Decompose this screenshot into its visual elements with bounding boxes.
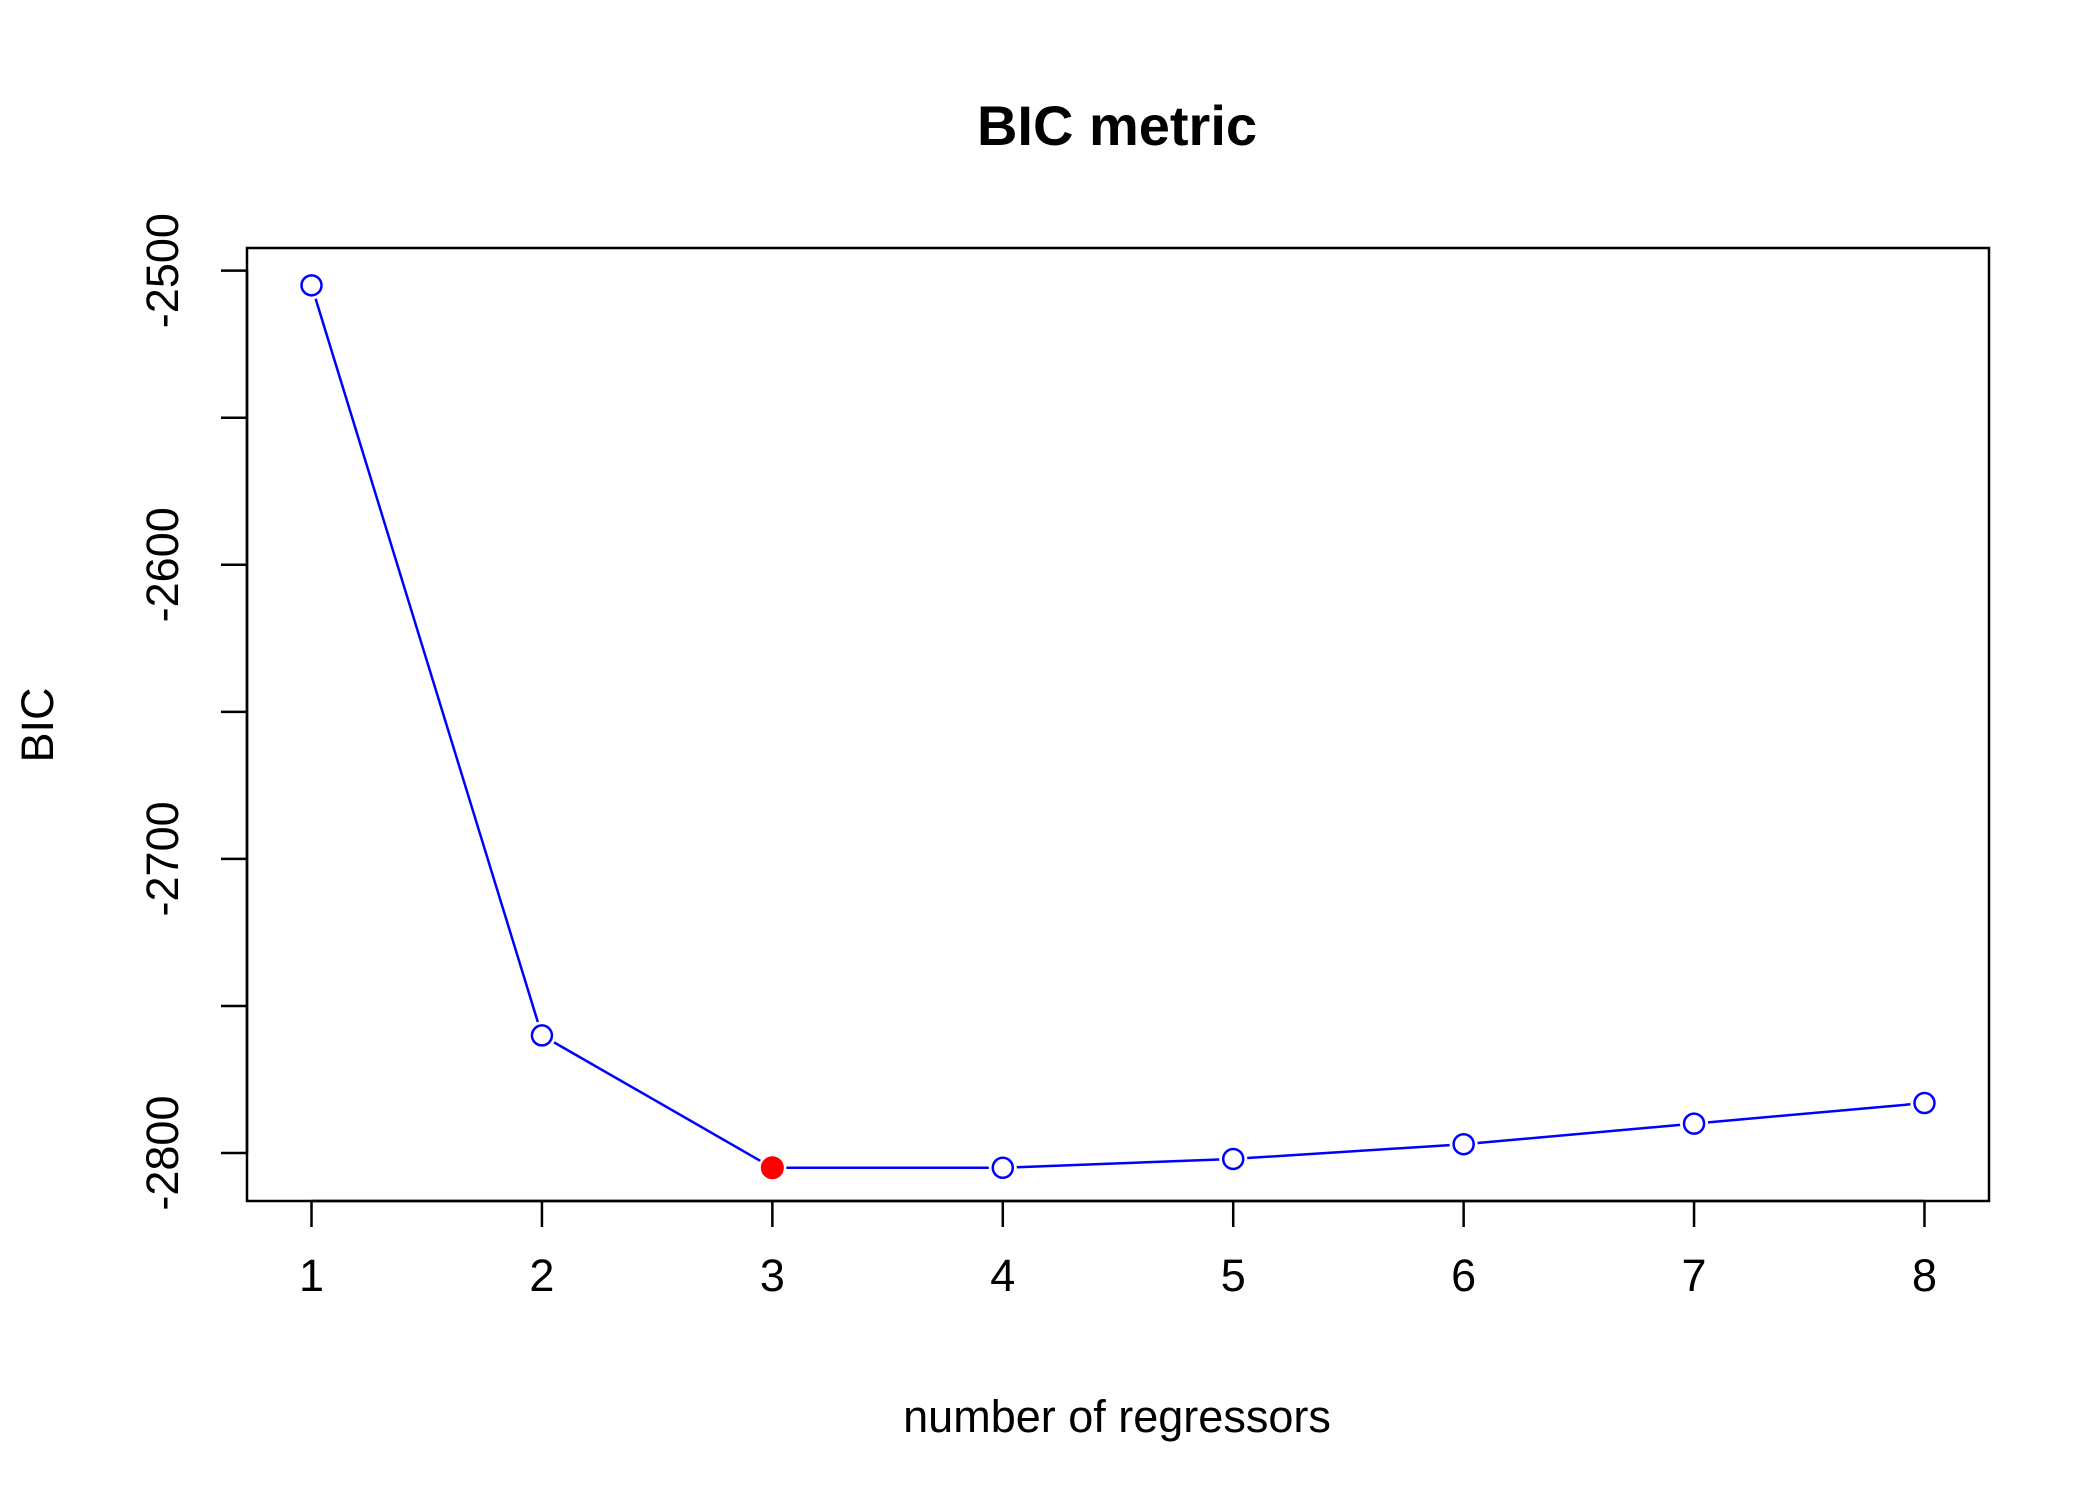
x-tick-label: 5 bbox=[1221, 1250, 1246, 1301]
series-segment bbox=[1477, 1123, 1681, 1145]
series-segment bbox=[1016, 1158, 1220, 1169]
x-tick-label: 3 bbox=[760, 1250, 785, 1301]
data-point bbox=[1913, 1091, 1936, 1115]
data-point bbox=[1221, 1147, 1245, 1171]
y-tick-label: -2500 bbox=[137, 213, 188, 328]
data-point bbox=[991, 1156, 1015, 1180]
x-tick-label: 4 bbox=[990, 1250, 1015, 1301]
x-tick-label: 6 bbox=[1451, 1250, 1476, 1301]
series-segment bbox=[314, 298, 540, 1023]
y-tick-label: -2700 bbox=[137, 801, 188, 916]
data-point bbox=[1682, 1112, 1706, 1135]
x-axis-label: number of regressors bbox=[903, 1391, 1331, 1442]
minimum-point-highlight bbox=[760, 1156, 784, 1180]
data-point bbox=[1452, 1132, 1475, 1156]
data-point bbox=[300, 274, 323, 297]
y-tick-label: -2800 bbox=[137, 1096, 188, 1211]
series-line bbox=[314, 298, 1911, 1170]
data-point bbox=[530, 1024, 554, 1047]
x-axis-ticks: 1 2 3 4 5 6 7 8 bbox=[299, 1199, 1937, 1301]
x-tick-label: 7 bbox=[1682, 1250, 1707, 1301]
x-tick-label: 8 bbox=[1912, 1250, 1937, 1301]
y-tick-label: -2600 bbox=[137, 507, 188, 622]
series-segment bbox=[553, 1041, 761, 1162]
series-markers bbox=[300, 274, 1936, 1180]
x-tick-label: 2 bbox=[529, 1250, 554, 1301]
y-axis-label: BIC bbox=[12, 687, 63, 762]
series-segment bbox=[1247, 1143, 1450, 1160]
chart-title: BIC metric bbox=[977, 94, 1257, 157]
x-tick-label: 1 bbox=[299, 1250, 324, 1301]
y-axis-ticks: -2500 -2600 -2700 -2800 bbox=[137, 213, 249, 1211]
series-segment bbox=[1707, 1103, 1911, 1124]
